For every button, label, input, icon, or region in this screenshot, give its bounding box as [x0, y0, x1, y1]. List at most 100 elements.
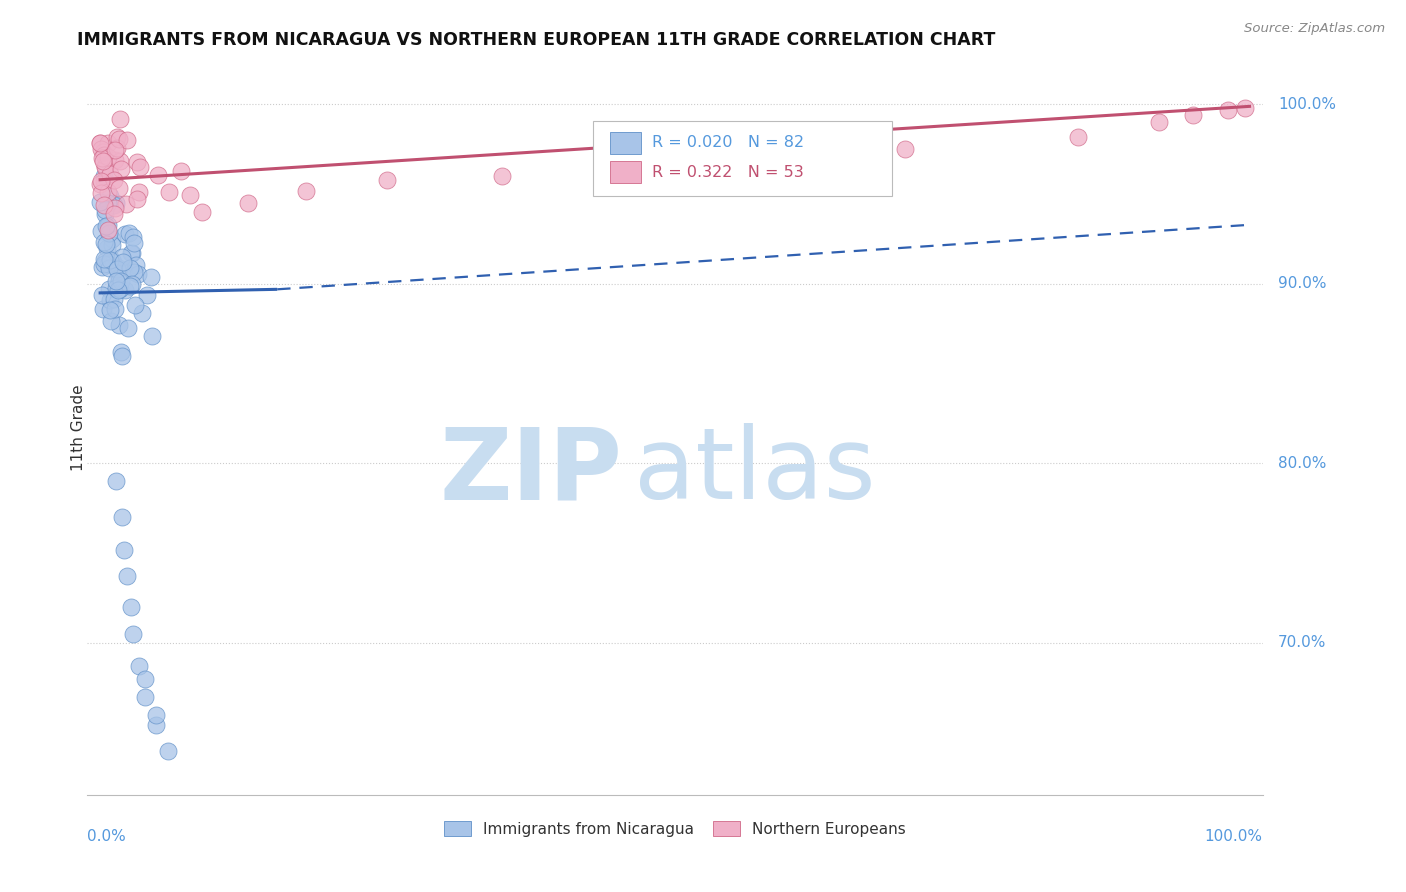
Point	[91, 145, 114, 159]
Point	[100, 314, 122, 328]
Point	[145, 718, 167, 732]
Point	[111, 251, 134, 265]
Point	[108, 260, 131, 275]
Point	[108, 181, 131, 195]
Point	[90, 151, 112, 165]
Point	[90, 287, 112, 301]
Point	[89, 177, 111, 191]
FancyBboxPatch shape	[592, 121, 893, 196]
Point	[104, 475, 127, 489]
Point	[97, 196, 120, 211]
Point	[93, 169, 115, 183]
Point	[295, 184, 318, 198]
Point	[112, 263, 135, 277]
Point	[97, 223, 120, 237]
Point	[94, 219, 117, 233]
Text: Source: ZipAtlas.com: Source: ZipAtlas.com	[1244, 22, 1385, 36]
Point	[103, 201, 125, 215]
Point	[104, 274, 127, 288]
Point	[90, 174, 112, 188]
Point	[104, 301, 127, 316]
Point	[1234, 101, 1257, 115]
Point	[108, 282, 131, 296]
Point	[105, 262, 128, 277]
Point	[90, 142, 112, 156]
Point	[134, 690, 156, 704]
Point	[107, 264, 129, 278]
Point	[96, 236, 118, 251]
Point	[94, 160, 117, 174]
Point	[110, 274, 132, 288]
Point	[122, 627, 145, 641]
Point	[107, 283, 129, 297]
Point	[104, 281, 127, 295]
Point	[1182, 108, 1205, 122]
Point	[114, 227, 136, 241]
Point	[136, 288, 159, 302]
Point	[191, 205, 214, 219]
Point	[1067, 129, 1090, 144]
Point	[104, 153, 127, 167]
Point	[105, 141, 128, 155]
Bar	[610, 132, 641, 153]
Point	[91, 153, 114, 168]
Point	[141, 270, 163, 285]
Text: 80.0%: 80.0%	[1278, 456, 1326, 471]
Point	[375, 173, 398, 187]
Legend: Immigrants from Nicaragua, Northern Europeans: Immigrants from Nicaragua, Northern Euro…	[437, 815, 912, 843]
Point	[110, 345, 132, 359]
Point	[125, 192, 148, 206]
Point	[89, 136, 111, 150]
Point	[97, 226, 120, 240]
Point	[112, 542, 135, 557]
Point	[141, 329, 163, 343]
Point	[97, 136, 120, 150]
Point	[97, 218, 120, 232]
Point	[118, 226, 141, 240]
Point	[93, 235, 115, 249]
Point	[89, 136, 111, 151]
Point	[101, 253, 124, 268]
Point	[124, 297, 146, 311]
Point	[108, 318, 131, 333]
Point	[1216, 103, 1239, 117]
Point	[121, 246, 143, 260]
Point	[91, 260, 114, 275]
Point	[98, 252, 121, 267]
Point	[157, 185, 180, 199]
Point	[110, 112, 132, 127]
Point	[125, 258, 148, 272]
Text: R = 0.020   N = 82: R = 0.020 N = 82	[652, 136, 804, 150]
Point	[114, 283, 136, 297]
Point	[1147, 115, 1170, 129]
Point	[105, 261, 128, 276]
Point	[134, 672, 156, 686]
Point	[104, 196, 127, 211]
Point	[108, 274, 131, 288]
Point	[110, 162, 132, 177]
Point	[111, 349, 134, 363]
Point	[97, 150, 120, 164]
Point	[128, 185, 150, 199]
Text: ZIP: ZIP	[439, 423, 621, 520]
Point	[105, 130, 128, 145]
Point	[129, 161, 152, 175]
Text: 70.0%: 70.0%	[1278, 635, 1326, 650]
Point	[238, 196, 260, 211]
Point	[131, 306, 153, 320]
Point	[156, 743, 179, 757]
Point	[179, 188, 201, 202]
Text: 100.0%: 100.0%	[1205, 829, 1263, 844]
Point	[491, 169, 513, 184]
Point	[127, 267, 149, 281]
Point	[100, 189, 122, 203]
Point	[170, 163, 193, 178]
Text: IMMIGRANTS FROM NICARAGUA VS NORTHERN EUROPEAN 11TH GRADE CORRELATION CHART: IMMIGRANTS FROM NICARAGUA VS NORTHERN EU…	[77, 31, 995, 49]
Point	[103, 198, 125, 212]
Point	[128, 659, 150, 673]
Text: 90.0%: 90.0%	[1278, 277, 1326, 292]
Point	[89, 195, 111, 210]
Y-axis label: 11th Grade: 11th Grade	[72, 384, 86, 471]
Point	[108, 132, 131, 146]
Point	[90, 186, 112, 201]
